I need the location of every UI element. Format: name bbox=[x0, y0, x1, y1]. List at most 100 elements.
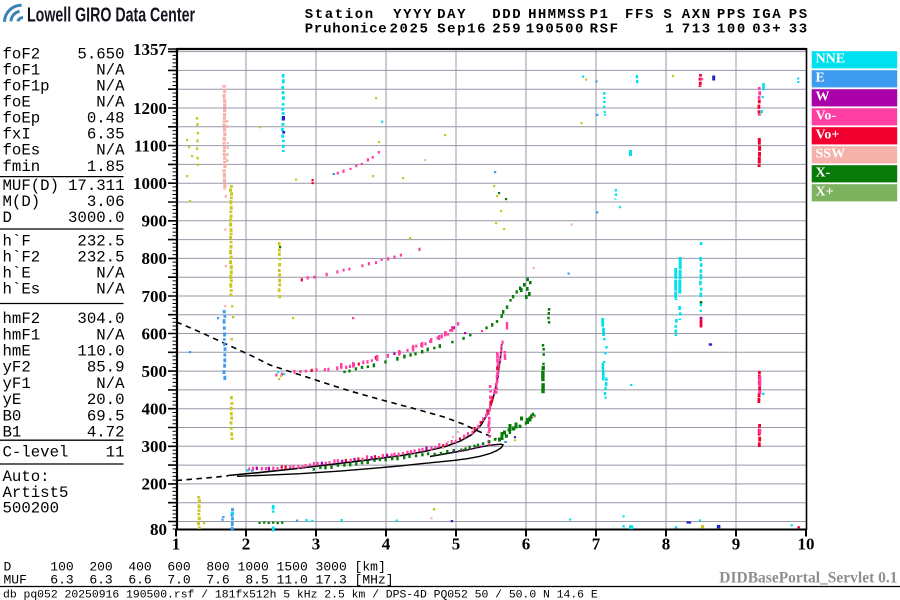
svg-text:85.9: 85.9 bbox=[87, 359, 125, 377]
svg-text:C-level: C-level bbox=[3, 444, 69, 462]
svg-text:Auto:: Auto: bbox=[3, 468, 50, 486]
svg-text:N/A: N/A bbox=[96, 375, 125, 393]
svg-text:yF1: yF1 bbox=[3, 375, 31, 393]
svg-text:80: 80 bbox=[150, 520, 167, 539]
svg-text:Artist5: Artist5 bbox=[3, 484, 69, 502]
svg-text:232.5: 232.5 bbox=[77, 249, 124, 267]
svg-text:700: 700 bbox=[142, 287, 168, 306]
svg-text:AXN: AXN bbox=[682, 7, 712, 23]
svg-text:4: 4 bbox=[382, 535, 391, 554]
svg-text:Vo+: Vo+ bbox=[816, 127, 840, 142]
svg-text:hmE: hmE bbox=[3, 343, 31, 361]
svg-text:5: 5 bbox=[452, 535, 461, 554]
svg-text:FFS: FFS bbox=[625, 7, 655, 23]
svg-text:259: 259 bbox=[492, 22, 522, 38]
svg-text:1: 1 bbox=[665, 22, 675, 38]
svg-text:8: 8 bbox=[662, 535, 671, 554]
svg-text:DDD: DDD bbox=[492, 7, 522, 23]
svg-text:232.5: 232.5 bbox=[77, 233, 124, 251]
svg-text:20.0: 20.0 bbox=[87, 391, 125, 409]
svg-text:N/A: N/A bbox=[96, 94, 125, 112]
svg-text:3: 3 bbox=[312, 535, 321, 554]
svg-text:S: S bbox=[663, 7, 673, 23]
svg-text:190500: 190500 bbox=[526, 22, 585, 38]
svg-text:11: 11 bbox=[106, 444, 125, 462]
svg-text:0.48: 0.48 bbox=[87, 110, 125, 128]
svg-text:500200: 500200 bbox=[3, 499, 59, 517]
svg-text:Sep16: Sep16 bbox=[437, 22, 487, 38]
svg-text:D: D bbox=[3, 209, 12, 227]
svg-text:W: W bbox=[816, 89, 830, 104]
svg-text:3.06: 3.06 bbox=[87, 193, 125, 211]
svg-text:fxI: fxI bbox=[3, 126, 31, 144]
svg-text:X-: X- bbox=[816, 165, 831, 180]
svg-text:17.311: 17.311 bbox=[68, 177, 124, 195]
svg-text:304.0: 304.0 bbox=[77, 310, 124, 328]
svg-text:N/A: N/A bbox=[96, 281, 125, 299]
svg-text:hmF2: hmF2 bbox=[3, 310, 41, 328]
svg-text:600: 600 bbox=[142, 324, 168, 343]
svg-text:B1: B1 bbox=[3, 424, 22, 442]
svg-text:713: 713 bbox=[682, 22, 712, 38]
svg-text:03+: 03+ bbox=[752, 22, 782, 38]
svg-text:MUF 6.3 6.3 6.6 7.0 7.6: MUF 6.3 6.3 6.6 7.0 7.6 8.5 11.0 17.3 [M… bbox=[4, 573, 394, 588]
svg-text:Pruhonice: Pruhonice bbox=[305, 22, 388, 38]
svg-text:foF1: foF1 bbox=[3, 62, 41, 80]
svg-text:69.5: 69.5 bbox=[87, 407, 125, 425]
svg-text:X+: X+ bbox=[816, 184, 834, 199]
svg-text:MUF(D): MUF(D) bbox=[3, 177, 59, 195]
svg-text:2: 2 bbox=[242, 535, 251, 554]
svg-text:110.0: 110.0 bbox=[77, 343, 124, 361]
svg-text:E: E bbox=[816, 70, 825, 85]
svg-text:800: 800 bbox=[142, 249, 168, 268]
svg-text:Vo-: Vo- bbox=[816, 108, 837, 123]
svg-text:yE: yE bbox=[3, 391, 22, 409]
svg-text:1357: 1357 bbox=[133, 40, 168, 59]
svg-text:YYYY: YYYY bbox=[393, 7, 433, 23]
svg-text:PS: PS bbox=[789, 7, 809, 23]
svg-text:1000: 1000 bbox=[133, 174, 167, 193]
svg-text:h`F2: h`F2 bbox=[3, 249, 41, 267]
svg-text:N/A: N/A bbox=[96, 326, 125, 344]
svg-text:N/A: N/A bbox=[96, 62, 125, 80]
svg-text:500: 500 bbox=[142, 362, 168, 381]
svg-text:1200: 1200 bbox=[133, 99, 167, 118]
svg-text:2025: 2025 bbox=[390, 22, 430, 38]
svg-text:foEs: foEs bbox=[3, 142, 41, 160]
svg-text:10: 10 bbox=[798, 535, 815, 554]
svg-text:N/A: N/A bbox=[96, 142, 125, 160]
svg-text:B0: B0 bbox=[3, 407, 22, 425]
svg-text:1100: 1100 bbox=[134, 136, 167, 155]
svg-text:HHMMSS: HHMMSS bbox=[528, 7, 587, 23]
svg-text:NNE: NNE bbox=[816, 51, 846, 66]
svg-text:7: 7 bbox=[592, 535, 601, 554]
svg-text:N/A: N/A bbox=[96, 265, 125, 283]
svg-text:N/A: N/A bbox=[96, 78, 125, 96]
svg-text:Station: Station bbox=[305, 7, 375, 23]
svg-text:PPS: PPS bbox=[717, 7, 747, 23]
svg-text:100: 100 bbox=[717, 22, 747, 38]
svg-text:33: 33 bbox=[789, 22, 809, 38]
svg-text:h`E: h`E bbox=[3, 265, 31, 283]
svg-text:hmF1: hmF1 bbox=[3, 326, 41, 344]
svg-text:db pq052 20250916 190500.rsf /: db pq052 20250916 190500.rsf / 181fx512h… bbox=[3, 589, 598, 600]
svg-text:200: 200 bbox=[142, 475, 168, 494]
svg-text:foF1p: foF1p bbox=[3, 78, 50, 96]
svg-text:9: 9 bbox=[732, 535, 741, 554]
svg-text:yF2: yF2 bbox=[3, 359, 31, 377]
svg-text:900: 900 bbox=[142, 212, 168, 231]
svg-text:foEp: foEp bbox=[3, 110, 41, 128]
svg-text:foE: foE bbox=[3, 94, 31, 112]
svg-text:400: 400 bbox=[142, 400, 168, 419]
svg-text:foF2: foF2 bbox=[3, 45, 41, 63]
svg-text:DIDBasePortal_Servlet 0.1: DIDBasePortal_Servlet 0.1 bbox=[719, 569, 897, 586]
svg-text:4.72: 4.72 bbox=[87, 424, 125, 442]
svg-text:6.35: 6.35 bbox=[87, 126, 125, 144]
svg-text:3000.0: 3000.0 bbox=[68, 209, 124, 227]
svg-text:5.650: 5.650 bbox=[77, 45, 124, 63]
svg-text:300: 300 bbox=[142, 437, 168, 456]
svg-text:SSW: SSW bbox=[816, 146, 846, 161]
svg-text:Lowell GIRO Data Center: Lowell GIRO Data Center bbox=[27, 4, 195, 27]
svg-text:P1: P1 bbox=[590, 7, 610, 23]
svg-text:1: 1 bbox=[172, 535, 181, 554]
